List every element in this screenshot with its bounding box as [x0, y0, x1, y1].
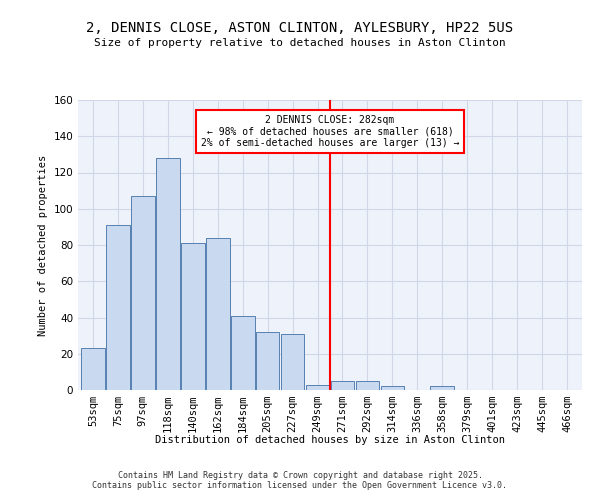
Bar: [305, 384, 329, 390]
Bar: [181, 243, 205, 390]
Y-axis label: Number of detached properties: Number of detached properties: [38, 154, 48, 336]
Bar: [256, 332, 280, 390]
Text: Contains HM Land Registry data © Crown copyright and database right 2025.
Contai: Contains HM Land Registry data © Crown c…: [92, 470, 508, 490]
Bar: [106, 225, 130, 390]
Bar: [380, 386, 404, 390]
Bar: [430, 386, 454, 390]
Bar: [331, 381, 355, 390]
Bar: [131, 196, 155, 390]
Text: 2 DENNIS CLOSE: 282sqm
← 98% of detached houses are smaller (618)
2% of semi-det: 2 DENNIS CLOSE: 282sqm ← 98% of detached…: [201, 114, 459, 148]
Bar: [231, 316, 254, 390]
Bar: [81, 348, 105, 390]
Bar: [206, 238, 230, 390]
X-axis label: Distribution of detached houses by size in Aston Clinton: Distribution of detached houses by size …: [155, 435, 505, 445]
Bar: [156, 158, 179, 390]
Text: Size of property relative to detached houses in Aston Clinton: Size of property relative to detached ho…: [94, 38, 506, 48]
Bar: [356, 381, 379, 390]
Text: 2, DENNIS CLOSE, ASTON CLINTON, AYLESBURY, HP22 5US: 2, DENNIS CLOSE, ASTON CLINTON, AYLESBUR…: [86, 20, 514, 34]
Bar: [281, 334, 304, 390]
